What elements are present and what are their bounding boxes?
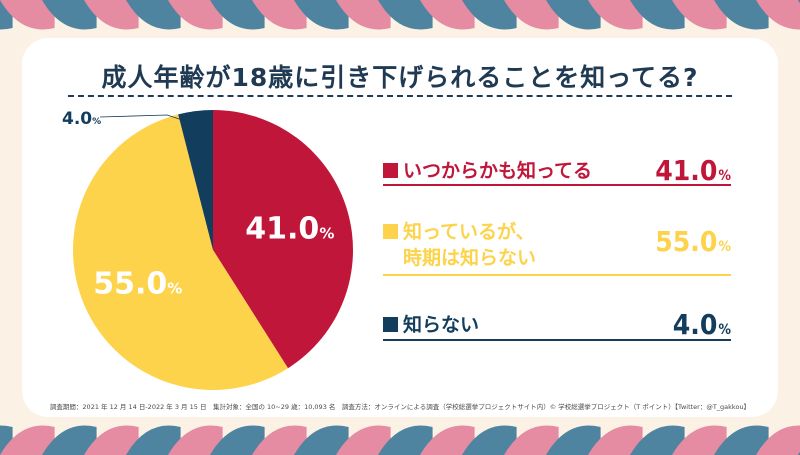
band-scallop xyxy=(756,425,800,455)
band-scallop xyxy=(84,0,139,30)
pie-slice-2 xyxy=(72,114,289,391)
title-divider xyxy=(68,95,732,97)
band-scallop xyxy=(756,0,800,30)
band-scallop xyxy=(546,425,601,455)
band-scallop xyxy=(630,425,685,455)
band-scallop xyxy=(0,0,55,30)
pie-value-label-3: 4.0% xyxy=(62,109,101,129)
band-scallop xyxy=(588,425,643,455)
decorative-top-band xyxy=(0,0,800,30)
legend-swatch-red xyxy=(383,163,398,178)
band-scallop xyxy=(630,0,685,30)
legend-swatch-yellow xyxy=(383,224,398,239)
band-scallop xyxy=(252,0,307,30)
legend-underline-yellow xyxy=(383,274,731,276)
band-scallop xyxy=(336,425,391,455)
band-scallop xyxy=(336,0,391,30)
decorative-bottom-band xyxy=(0,425,800,455)
band-scallop xyxy=(210,425,265,455)
band-scallop xyxy=(126,0,181,30)
legend-underline-navy xyxy=(383,339,731,341)
band-scallop xyxy=(462,425,517,455)
chart-title: 成人年齢が18歳に引き下げられることを知ってる? xyxy=(101,63,699,92)
band-scallop xyxy=(294,0,349,30)
band-scallop xyxy=(546,0,601,30)
band-scallop xyxy=(294,425,349,455)
pie-value-label-1: 41.0% xyxy=(245,211,334,246)
band-scallop xyxy=(168,0,223,30)
band-scallop xyxy=(42,425,97,455)
band-scallop xyxy=(252,425,307,455)
band-scallop xyxy=(42,0,97,30)
band-scallop xyxy=(672,425,727,455)
legend-value-knows-not-when: 55.0% xyxy=(655,225,731,258)
legend-item-knows-when: いつからかも知ってる 41.0% xyxy=(383,156,731,186)
legend-item-does-not-know: 知らない 4.0% xyxy=(383,310,731,340)
legend-item-knows-not-when: 知っているが、 時期は知らない 55.0% xyxy=(383,219,731,275)
band-scallop xyxy=(714,0,769,30)
legend-value-knows-when: 41.0% xyxy=(655,154,731,187)
band-scallop xyxy=(588,0,643,30)
pie-slice-3 xyxy=(178,110,213,250)
band-scallop xyxy=(420,425,475,455)
legend-value-does-not-know: 4.0% xyxy=(672,308,731,341)
band-scallop xyxy=(84,425,139,455)
band-scallop xyxy=(168,425,223,455)
band-scallop xyxy=(0,425,55,455)
legend-label-knows-not-when-line1: 知っているが、 xyxy=(403,221,535,243)
band-scallop xyxy=(210,0,265,30)
band-scallop xyxy=(378,425,433,455)
band-scallop xyxy=(714,425,769,455)
survey-footnote: 調査期間：2021 年 12 月 14 日-2022 年 3 月 15 日 集計… xyxy=(49,403,751,411)
legend-label-knows-not-when-line2: 時期は知らない xyxy=(403,247,537,269)
band-scallop xyxy=(672,0,727,30)
pie-value-label-2: 55.0% xyxy=(93,266,182,301)
band-scallop xyxy=(504,425,559,455)
legend-label-does-not-know: 知らない xyxy=(403,314,480,336)
band-scallop xyxy=(504,0,559,30)
band-scallop xyxy=(462,0,517,30)
pie-leader-line-3 xyxy=(99,114,198,126)
band-scallop xyxy=(378,0,433,30)
band-scallop xyxy=(420,0,475,30)
pie-slice-1 xyxy=(213,110,353,369)
band-scallop xyxy=(126,425,181,455)
legend-swatch-navy xyxy=(383,317,398,332)
legend-underline-red xyxy=(383,184,731,186)
legend-label-knows-when: いつからかも知ってる xyxy=(403,160,593,182)
